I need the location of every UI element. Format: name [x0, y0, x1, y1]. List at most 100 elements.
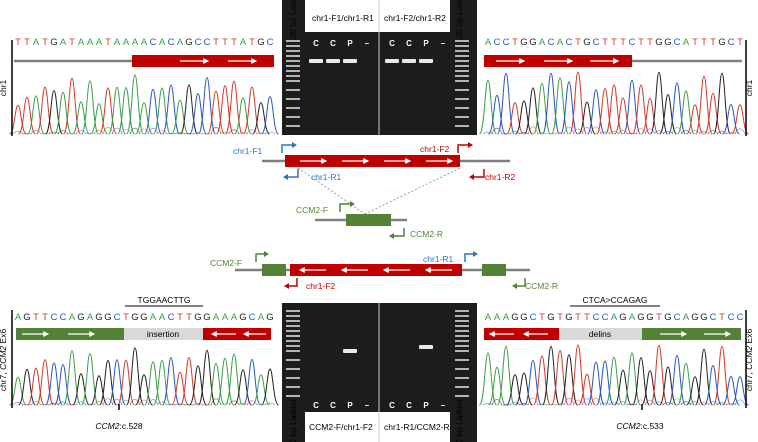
chromatogram-peak: [551, 77, 569, 135]
chromatogram-noise: [264, 402, 276, 406]
bottom-gel-bands: [343, 345, 433, 353]
chromatogram-noise: [156, 401, 168, 406]
chromatogram-peak: [233, 97, 253, 135]
chromatogram-noise: [165, 133, 177, 135]
gel-band: [419, 59, 433, 63]
chromatogram-noise: [509, 402, 521, 406]
chromatogram-peak: [45, 90, 63, 135]
ladder-band: [286, 377, 300, 379]
chromatogram-peak: [668, 354, 686, 406]
chromatogram-noise: [12, 131, 24, 135]
chromatogram-noise: [111, 127, 123, 135]
chromatogram-peak: [134, 102, 154, 135]
chromatogram-peak: [90, 103, 108, 135]
chromatogram-peak: [496, 72, 515, 135]
chromatogram-peak: [188, 365, 208, 406]
chromatogram-peak: [542, 345, 560, 406]
chromatogram-peak: [36, 86, 54, 135]
chromatogram-peak: [704, 92, 722, 135]
chromatogram-peak: [161, 357, 181, 406]
chromatogram-noise: [662, 402, 674, 406]
ladder-band: [455, 107, 469, 109]
fusion-ccm2-R-primer: [517, 278, 526, 287]
chromatogram-noise: [590, 126, 602, 135]
chromatogram-noise: [608, 131, 620, 135]
chromatogram-peak: [143, 361, 163, 406]
ladder-band: [286, 50, 300, 52]
chromatogram-peak: [596, 87, 614, 135]
top-gel-ladder-left-label: 100 bp Ladder: [288, 0, 298, 43]
chromatogram-peak: [72, 373, 90, 406]
chromatogram-peak: [99, 359, 117, 406]
chromatogram-noise: [39, 133, 51, 135]
chromatogram-noise: [617, 401, 629, 406]
gel-lane-label: P: [423, 401, 429, 410]
chromatogram-peak: [206, 90, 226, 135]
ladder-band: [286, 60, 300, 62]
ladder-band: [286, 55, 300, 57]
chromatogram-peak: [108, 359, 126, 406]
chromatogram-noise: [545, 404, 557, 406]
chromatogram-noise: [129, 398, 141, 406]
chromatogram-peak: [170, 99, 190, 135]
ladder-band: [455, 116, 469, 118]
bottom-right-side-label: chr7, CCM2 Ex6: [744, 329, 754, 392]
ladder-band: [286, 70, 300, 72]
bottom-right-chromatogram: [478, 344, 749, 406]
chromatogram-noise: [228, 400, 240, 406]
chromatogram-peak: [650, 344, 668, 406]
chromatogram-peak: [242, 86, 262, 135]
chromatogram-noise: [725, 131, 737, 135]
gel-lane-label: C: [389, 39, 395, 48]
chromatogram-noise: [219, 131, 231, 135]
bottom-right-red-segment: [484, 328, 559, 340]
chr1-R2-label: chr1-R2: [485, 172, 516, 182]
ccm2-diagram: CCM2-F CCM2-R: [296, 201, 443, 239]
chr1-R1-primer: [288, 169, 299, 178]
ladder-band: [286, 310, 300, 312]
chromatogram-noise: [680, 130, 692, 135]
chromatogram-noise: [536, 132, 548, 135]
chromatogram-peak: [54, 91, 72, 135]
insertion-guide-left: [297, 167, 366, 215]
chromatogram-noise: [138, 399, 150, 406]
top-gel-group2-label: chr1-F2/chr1-R2: [384, 13, 446, 23]
chromatogram-peak: [27, 95, 45, 135]
ladder-band: [286, 325, 300, 327]
chromatogram-noise: [174, 132, 186, 135]
ladder-band: [455, 368, 469, 370]
top-gel: chr1-F1/chr1-R1 chr1-F2/chr1-R2 100 bp L…: [282, 0, 477, 135]
chromatogram-noise: [129, 127, 141, 135]
chromatogram-peak: [135, 374, 153, 406]
chromatogram-peak: [695, 348, 713, 406]
chromatogram-noise: [93, 401, 105, 406]
chromatogram-peak: [478, 352, 498, 406]
chromatogram-peak: [206, 362, 226, 406]
chromatogram-peak: [179, 84, 199, 135]
chromatogram-peak: [152, 87, 172, 135]
chromatogram-noise: [518, 403, 530, 406]
chromatogram-peak: [704, 364, 722, 406]
chromatogram-noise: [102, 127, 114, 135]
chromatogram-noise: [635, 399, 647, 406]
chromatogram-peak: [81, 80, 99, 135]
ladder-band: [455, 89, 469, 91]
ladder-band: [286, 80, 300, 82]
chromatogram-peak: [161, 84, 181, 135]
ladder-band: [455, 75, 469, 77]
chromatogram-noise: [563, 126, 575, 135]
chromatogram-peak: [233, 369, 253, 406]
chromatogram-noise: [75, 401, 87, 406]
chromatogram-noise: [491, 399, 503, 406]
bottom-left-insertion-box: [124, 328, 203, 340]
chromatogram-noise: [581, 127, 593, 135]
chromatogram-peak: [623, 352, 641, 406]
chromatogram-peak: [81, 353, 99, 406]
chromatogram-peak: [713, 345, 731, 406]
chromatogram-peak: [650, 71, 668, 135]
chromatogram-peak: [659, 366, 677, 406]
